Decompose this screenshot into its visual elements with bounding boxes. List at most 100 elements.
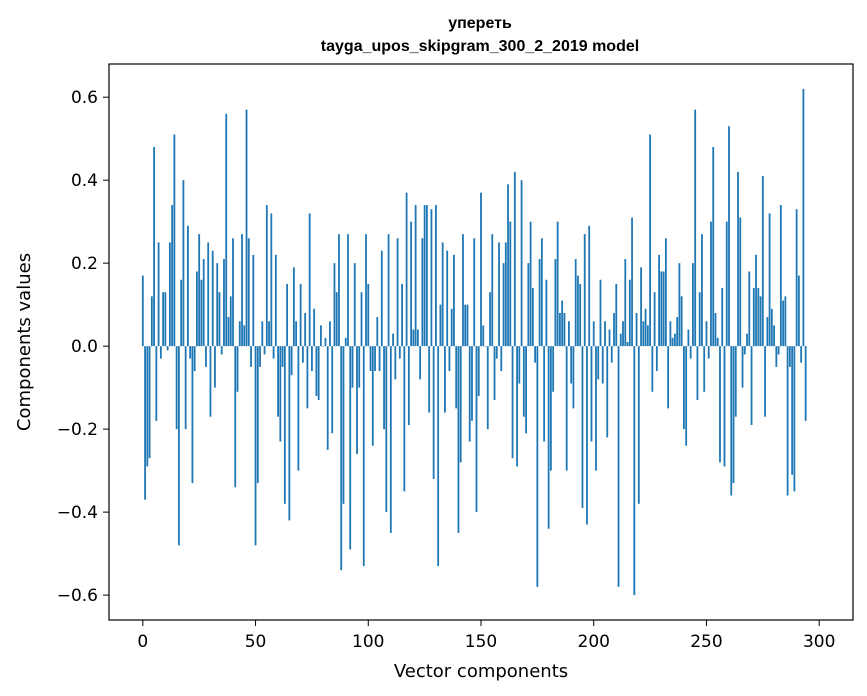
bar: [342, 346, 345, 504]
bar: [173, 134, 176, 347]
bar: [268, 321, 270, 347]
bar: [637, 346, 640, 504]
bar: [283, 346, 286, 504]
bar: [148, 346, 151, 459]
bar: [288, 346, 291, 521]
bar: [389, 346, 392, 533]
bar: [150, 296, 153, 347]
bar: [800, 346, 803, 363]
bar: [430, 209, 433, 347]
bar: [655, 346, 658, 372]
y-tick-label: −0.2: [57, 420, 98, 440]
bar: [455, 346, 458, 409]
bar: [730, 346, 733, 496]
bar: [241, 234, 243, 347]
bar: [687, 329, 690, 347]
bar: [504, 242, 507, 347]
bar: [554, 259, 557, 347]
bar: [272, 346, 275, 359]
bar: [177, 346, 180, 546]
bar: [658, 254, 661, 347]
bar: [423, 205, 426, 347]
bar: [270, 213, 273, 347]
bar: [590, 346, 593, 442]
bar: [329, 321, 331, 347]
bar: [193, 346, 196, 372]
y-tick-label: −0.6: [57, 586, 98, 606]
bar: [615, 283, 618, 347]
bar: [220, 346, 223, 355]
bar: [439, 304, 442, 347]
x-axis-label: Vector components: [394, 661, 568, 682]
bar: [274, 254, 277, 347]
bar: [416, 329, 419, 347]
bar: [559, 312, 561, 347]
bar: [401, 283, 403, 347]
bar: [667, 346, 670, 409]
bar: [198, 234, 201, 347]
bar: [394, 346, 397, 380]
bar: [750, 346, 753, 425]
bar: [761, 176, 764, 347]
bar: [723, 346, 726, 467]
bar: [234, 346, 237, 488]
bar: [757, 288, 760, 347]
bar: [324, 337, 327, 347]
bar: [407, 346, 410, 425]
bar: [164, 292, 167, 347]
bar: [608, 329, 611, 347]
bar: [563, 312, 566, 347]
bar: [624, 259, 627, 347]
bar: [678, 263, 681, 347]
bar: [168, 242, 171, 347]
bar: [606, 346, 609, 438]
bar: [770, 308, 773, 347]
bar: [511, 346, 514, 459]
bar: [259, 346, 261, 367]
bar: [351, 346, 354, 388]
bar: [473, 238, 476, 347]
bar: [405, 192, 408, 347]
bar: [250, 346, 252, 367]
bar: [189, 346, 192, 359]
bar: [299, 283, 302, 347]
bar: [486, 346, 489, 430]
bar: [739, 217, 742, 347]
bar: [793, 346, 796, 492]
bar: [385, 346, 388, 513]
bar: [317, 346, 320, 401]
bar: [520, 180, 523, 347]
bar: [410, 221, 413, 347]
bar: [698, 292, 701, 347]
bar: [601, 346, 604, 384]
bar: [644, 308, 647, 347]
bar: [425, 205, 428, 347]
bar: [791, 346, 794, 475]
bar: [187, 225, 189, 347]
x-tick-label: 100: [352, 632, 384, 652]
bar: [252, 254, 255, 347]
bar: [748, 271, 751, 347]
bar: [565, 346, 568, 471]
bar: [462, 234, 464, 347]
bar: [419, 346, 422, 380]
bar: [518, 346, 521, 384]
x-axis-ticks: 0 50 100 150 200 250 300: [137, 620, 835, 652]
bar: [301, 346, 304, 363]
bar: [640, 267, 642, 347]
bar: [371, 346, 374, 446]
bar: [680, 296, 683, 347]
bar: [358, 346, 361, 388]
bar: [617, 346, 620, 587]
bar: [626, 342, 629, 347]
bar: [243, 325, 246, 347]
bar: [786, 346, 789, 496]
bar: [367, 283, 370, 347]
bar: [322, 346, 325, 347]
bar: [689, 346, 692, 359]
bar: [254, 346, 257, 546]
bar: [383, 346, 385, 430]
bar: [256, 346, 259, 484]
bar: [732, 346, 735, 484]
bar: [209, 346, 212, 417]
